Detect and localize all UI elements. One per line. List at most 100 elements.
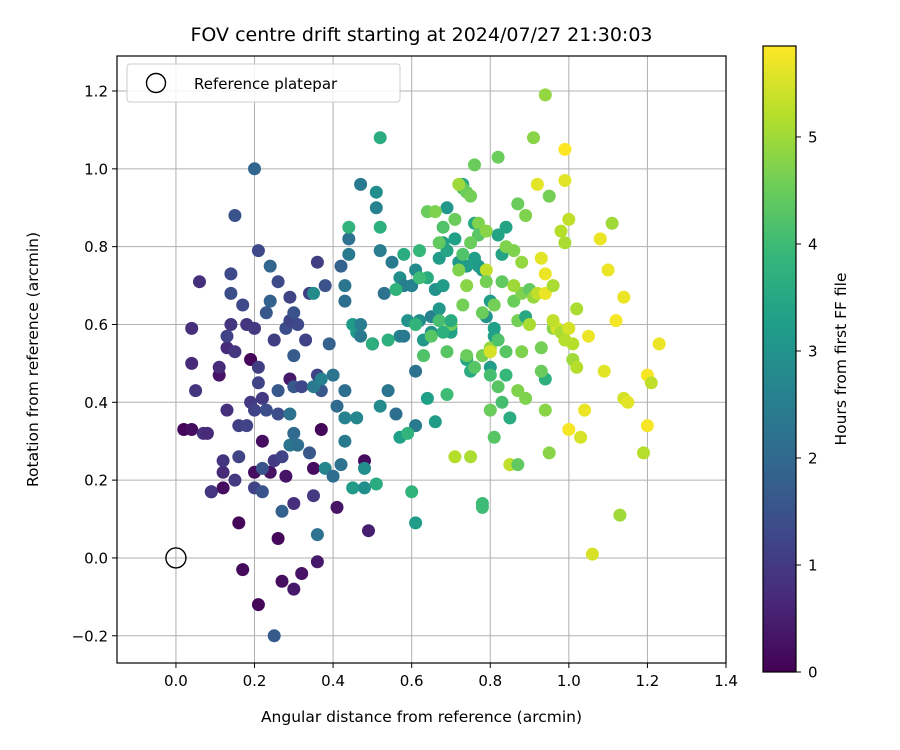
data-point [436, 279, 450, 293]
data-point [287, 497, 301, 510]
x-tick-label: 0.4 [321, 672, 345, 690]
y-tick-label: 0.8 [84, 238, 108, 256]
data-point [236, 563, 250, 577]
data-point [295, 567, 309, 580]
data-point [428, 415, 442, 429]
data-point [519, 209, 533, 222]
data-point [220, 403, 234, 417]
data-point [436, 220, 450, 234]
data-point [409, 318, 423, 331]
data-point [546, 279, 560, 293]
data-point [338, 384, 352, 398]
data-point [460, 279, 474, 293]
data-point [255, 391, 269, 405]
data-point [413, 244, 426, 258]
colorbar-tick-label: 5 [808, 128, 818, 146]
data-point [440, 345, 454, 359]
data-point [291, 318, 305, 331]
data-point [578, 403, 592, 417]
data-point [452, 177, 466, 191]
data-point [495, 275, 509, 289]
colorbar-tick-label: 3 [808, 342, 818, 360]
data-point [479, 224, 493, 238]
data-point [307, 489, 320, 503]
data-point [597, 364, 611, 378]
colorbar-tick-label: 4 [808, 235, 818, 253]
data-point [409, 516, 423, 530]
data-point [499, 220, 513, 234]
data-point [216, 481, 230, 495]
data-point [515, 255, 529, 269]
data-point [593, 232, 607, 246]
data-point [405, 485, 419, 499]
data-point [530, 177, 544, 191]
data-point [287, 426, 301, 440]
data-point [279, 469, 293, 483]
data-point [644, 376, 658, 390]
data-point [558, 236, 572, 250]
data-point [503, 411, 517, 425]
data-point [318, 279, 332, 293]
data-point [475, 306, 489, 320]
data-point [373, 244, 387, 258]
data-point [287, 349, 301, 363]
data-point [409, 364, 423, 378]
data-point [200, 426, 214, 440]
data-point [310, 528, 324, 542]
data-point [385, 255, 399, 269]
colorbar-label: Hours from first FF file [832, 273, 850, 446]
data-point [338, 411, 352, 425]
x-tick-label: 0.6 [400, 672, 424, 690]
data-point [248, 321, 261, 335]
data-point [432, 314, 446, 328]
data-point [354, 318, 368, 331]
data-point [527, 131, 540, 145]
data-point [621, 395, 635, 409]
data-point [232, 450, 246, 464]
data-point [295, 380, 309, 394]
data-point [582, 329, 595, 343]
data-point [515, 345, 529, 359]
data-point [491, 150, 505, 164]
y-tick-label: 1.0 [84, 160, 108, 178]
data-point [456, 247, 470, 261]
legend-entry-label: Reference platepar [194, 75, 338, 93]
data-point [554, 224, 568, 238]
data-point [322, 337, 336, 351]
data-point [401, 426, 415, 440]
data-point [334, 458, 348, 472]
data-point [452, 263, 466, 277]
data-point [542, 189, 556, 203]
data-point [637, 446, 650, 460]
data-point [255, 434, 269, 448]
data-point [464, 236, 478, 250]
data-point [204, 485, 218, 499]
colorbar-ticks: 0 1 2 3 4 5 [796, 128, 818, 682]
data-point [310, 255, 324, 269]
data-point [314, 372, 328, 386]
data-point [271, 532, 285, 545]
data-point [354, 177, 368, 191]
data-point [420, 391, 434, 405]
data-point [275, 504, 289, 518]
data-point [373, 399, 387, 413]
data-point [479, 263, 493, 277]
data-point [605, 216, 619, 230]
data-point [338, 434, 352, 448]
data-point [251, 376, 265, 390]
data-point [365, 337, 379, 351]
data-point [283, 407, 297, 421]
data-point [389, 283, 403, 296]
y-tick-label: 0.4 [84, 394, 108, 412]
data-point [483, 345, 497, 359]
data-point [609, 314, 623, 328]
data-point [240, 419, 254, 433]
y-tick-label: −0.2 [72, 627, 108, 645]
data-point [326, 368, 340, 382]
data-point [369, 185, 383, 199]
data-point [220, 329, 234, 343]
data-point [248, 162, 261, 176]
legend-box [126, 63, 401, 103]
data-point [468, 158, 481, 172]
